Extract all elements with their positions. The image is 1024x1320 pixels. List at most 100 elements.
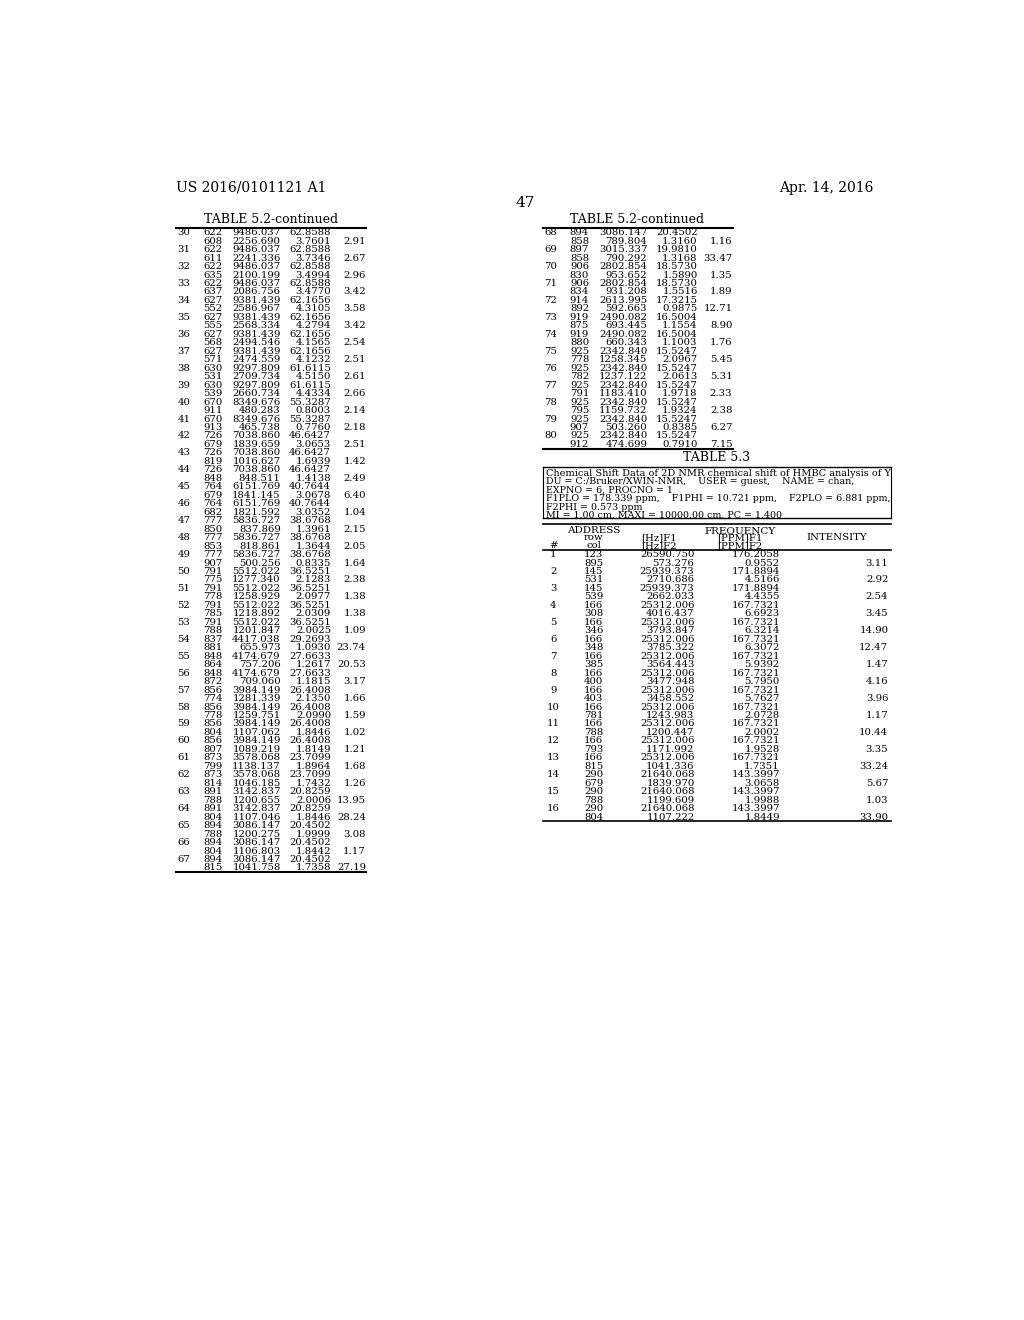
Text: 25312.006: 25312.006: [640, 669, 694, 677]
Text: 848: 848: [204, 669, 222, 677]
Text: 167.7321: 167.7321: [731, 635, 779, 644]
Text: EXPNO = 6, PROCNO = 1: EXPNO = 6, PROCNO = 1: [546, 486, 673, 495]
Text: 1218.892: 1218.892: [232, 610, 281, 618]
Text: 1: 1: [550, 550, 557, 560]
Text: 777: 777: [203, 516, 222, 525]
Text: 2568.334: 2568.334: [232, 321, 281, 330]
Text: 1.7432: 1.7432: [296, 779, 331, 788]
Text: 1107.222: 1107.222: [646, 813, 694, 821]
Text: 62.8588: 62.8588: [290, 246, 331, 255]
Text: 3984.149: 3984.149: [232, 737, 281, 746]
Text: 18.5730: 18.5730: [655, 263, 697, 271]
Text: 6.40: 6.40: [343, 491, 366, 500]
Text: 3785.322: 3785.322: [646, 643, 694, 652]
Text: 2613.995: 2613.995: [599, 296, 647, 305]
Text: 627: 627: [204, 347, 222, 356]
Text: 655.973: 655.973: [239, 643, 281, 652]
Text: 573.276: 573.276: [652, 558, 694, 568]
Text: 1821.592: 1821.592: [232, 508, 281, 516]
Text: 627: 627: [204, 330, 222, 339]
Text: 726: 726: [204, 449, 222, 458]
Text: 764: 764: [203, 499, 222, 508]
Text: 58: 58: [177, 702, 190, 711]
Text: col: col: [587, 541, 601, 550]
Text: 1258.929: 1258.929: [232, 593, 281, 602]
Text: 2.67: 2.67: [343, 253, 366, 263]
Text: 166: 166: [584, 702, 603, 711]
Text: 1.5516: 1.5516: [663, 288, 697, 297]
Text: 2342.840: 2342.840: [599, 432, 647, 441]
Text: TABLE 5.2-continued: TABLE 5.2-continued: [570, 213, 705, 226]
Text: 1.7358: 1.7358: [296, 863, 331, 873]
Text: 2660.734: 2660.734: [232, 389, 281, 399]
Text: 78: 78: [544, 397, 557, 407]
Text: 953.652: 953.652: [605, 271, 647, 280]
Text: 3142.837: 3142.837: [232, 787, 281, 796]
Text: 346: 346: [584, 626, 603, 635]
Text: 32: 32: [177, 263, 190, 271]
Text: 1.9999: 1.9999: [296, 829, 331, 838]
Text: 873: 873: [203, 771, 222, 779]
Text: 62.8588: 62.8588: [290, 228, 331, 238]
Text: 2086.756: 2086.756: [232, 288, 281, 297]
Text: 67: 67: [177, 855, 190, 865]
Text: 914: 914: [569, 296, 589, 305]
Text: 895: 895: [585, 558, 603, 568]
Text: 568: 568: [204, 338, 222, 347]
Text: 1839.970: 1839.970: [646, 779, 694, 788]
Text: 10.44: 10.44: [859, 727, 888, 737]
Text: 7038.860: 7038.860: [232, 466, 281, 474]
Text: F2PHI = 0.573 ppm: F2PHI = 0.573 ppm: [546, 503, 642, 512]
Text: 0.8385: 0.8385: [663, 422, 697, 432]
Text: 764: 764: [203, 482, 222, 491]
Text: 1200.275: 1200.275: [232, 829, 281, 838]
Text: 2342.840: 2342.840: [599, 347, 647, 356]
Text: 1.76: 1.76: [710, 338, 732, 347]
Text: 1107.062: 1107.062: [232, 727, 281, 737]
Text: 2.18: 2.18: [343, 422, 366, 432]
Text: 1.8446: 1.8446: [296, 727, 331, 737]
Text: 12.47: 12.47: [859, 643, 888, 652]
Text: 480.283: 480.283: [239, 407, 281, 414]
Text: 166: 166: [584, 719, 603, 729]
Text: 2.1350: 2.1350: [296, 694, 331, 704]
Text: 3984.149: 3984.149: [232, 702, 281, 711]
Text: 3.42: 3.42: [343, 321, 366, 330]
Text: 33.24: 33.24: [859, 762, 888, 771]
Text: 2.0990: 2.0990: [296, 711, 331, 719]
Text: 9486.037: 9486.037: [232, 228, 281, 238]
Text: 1.7351: 1.7351: [744, 762, 779, 771]
Text: 726: 726: [204, 432, 222, 441]
Text: 123: 123: [584, 550, 603, 560]
Text: 777: 777: [203, 550, 222, 560]
Text: 166: 166: [584, 601, 603, 610]
Text: 679: 679: [204, 491, 222, 500]
Text: 28.24: 28.24: [337, 813, 366, 821]
Text: 40.7644: 40.7644: [289, 482, 331, 491]
Text: 679: 679: [584, 779, 603, 788]
Text: 290: 290: [585, 787, 603, 796]
Text: 2.91: 2.91: [343, 236, 366, 246]
Text: 1107.046: 1107.046: [232, 813, 281, 821]
Text: 1.38: 1.38: [343, 610, 366, 618]
Text: 62.1656: 62.1656: [290, 313, 331, 322]
Text: 145: 145: [584, 583, 603, 593]
Text: 2802.854: 2802.854: [599, 279, 647, 288]
Text: 1.66: 1.66: [343, 694, 366, 704]
Text: 7038.860: 7038.860: [232, 432, 281, 441]
Text: 9381.439: 9381.439: [232, 330, 281, 339]
Text: 1.1003: 1.1003: [663, 338, 697, 347]
Text: 2.0002: 2.0002: [744, 727, 779, 737]
Text: 2.0025: 2.0025: [296, 626, 331, 635]
Text: 50: 50: [177, 568, 190, 576]
Text: 881: 881: [204, 643, 222, 652]
Text: 80: 80: [544, 432, 557, 441]
Text: 1106.803: 1106.803: [232, 846, 281, 855]
Text: 1.68: 1.68: [343, 762, 366, 771]
Text: FREQUENCY: FREQUENCY: [705, 525, 776, 535]
Text: 539: 539: [204, 389, 222, 399]
Text: 2342.840: 2342.840: [599, 364, 647, 372]
Text: 2494.546: 2494.546: [232, 338, 281, 347]
Text: 23.7099: 23.7099: [290, 754, 331, 763]
Text: 4.1565: 4.1565: [296, 338, 331, 347]
